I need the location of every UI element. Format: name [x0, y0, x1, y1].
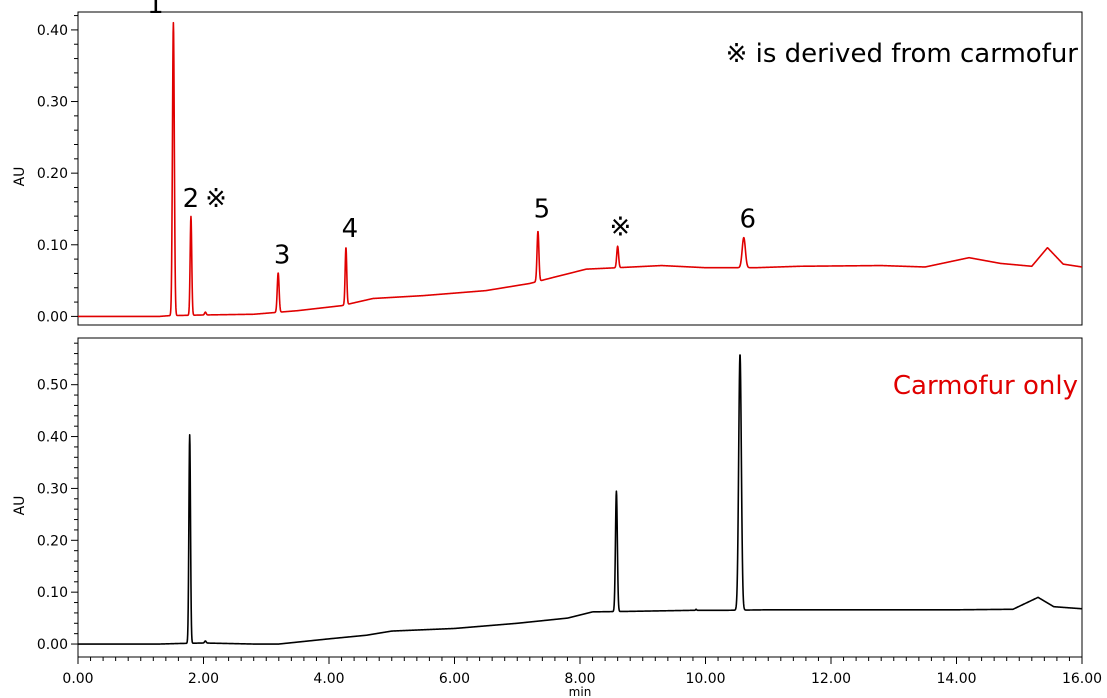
peak-label: 4 [342, 214, 359, 244]
y-tick-label: 0.20 [37, 533, 68, 549]
y-tick-label: 0.30 [37, 95, 68, 111]
y-axis-title: AU [12, 496, 28, 516]
y-tick-label: 0.40 [37, 430, 68, 446]
x-tick-label: 14.00 [936, 671, 976, 687]
peak-label: ※ [205, 184, 227, 214]
x-tick-label: 4.00 [313, 671, 344, 687]
peak-label: 1 [147, 0, 164, 20]
x-tick-label: 10.00 [685, 671, 725, 687]
y-axis-title: AU [12, 167, 28, 187]
y-tick-label: 0.30 [37, 481, 68, 497]
y-tick-label: 0.10 [37, 585, 68, 601]
y-tick-label: 0.00 [37, 309, 68, 325]
y-tick-label: 0.50 [37, 378, 68, 394]
panel-annotation: ※ is derived from carmofur [726, 39, 1079, 69]
chromatogram-trace [78, 354, 1082, 645]
x-tick-label: 2.00 [188, 671, 219, 687]
peak-label: 6 [740, 205, 757, 235]
peak-label: ※ [609, 212, 631, 242]
x-tick-label: 0.00 [62, 671, 93, 687]
panel-annotation: Carmofur only [893, 371, 1078, 401]
peak-label: 5 [534, 195, 551, 225]
y-tick-label: 0.40 [37, 23, 68, 39]
y-tick-label: 0.20 [37, 166, 68, 182]
x-tick-label: 6.00 [439, 671, 470, 687]
bottom-chromatogram-panel: 0.00 0.10 0.20 0.30 0.40 0.50 AU 0.00 2.00 4.00 6.… [12, 337, 1102, 698]
chromatogram-trace [78, 21, 1082, 318]
x-tick-label: 16.00 [1062, 671, 1102, 687]
x-tick-label: 8.00 [564, 671, 595, 687]
y-tick-label: 0.00 [37, 637, 68, 653]
y-tick-label: 0.10 [37, 238, 68, 254]
x-axis-title: min [569, 685, 592, 698]
x-tick-label: 12.00 [811, 671, 851, 687]
peak-label: 3 [274, 240, 291, 270]
peak-label: 2 [183, 184, 200, 214]
plot-frame [77, 11, 1083, 326]
